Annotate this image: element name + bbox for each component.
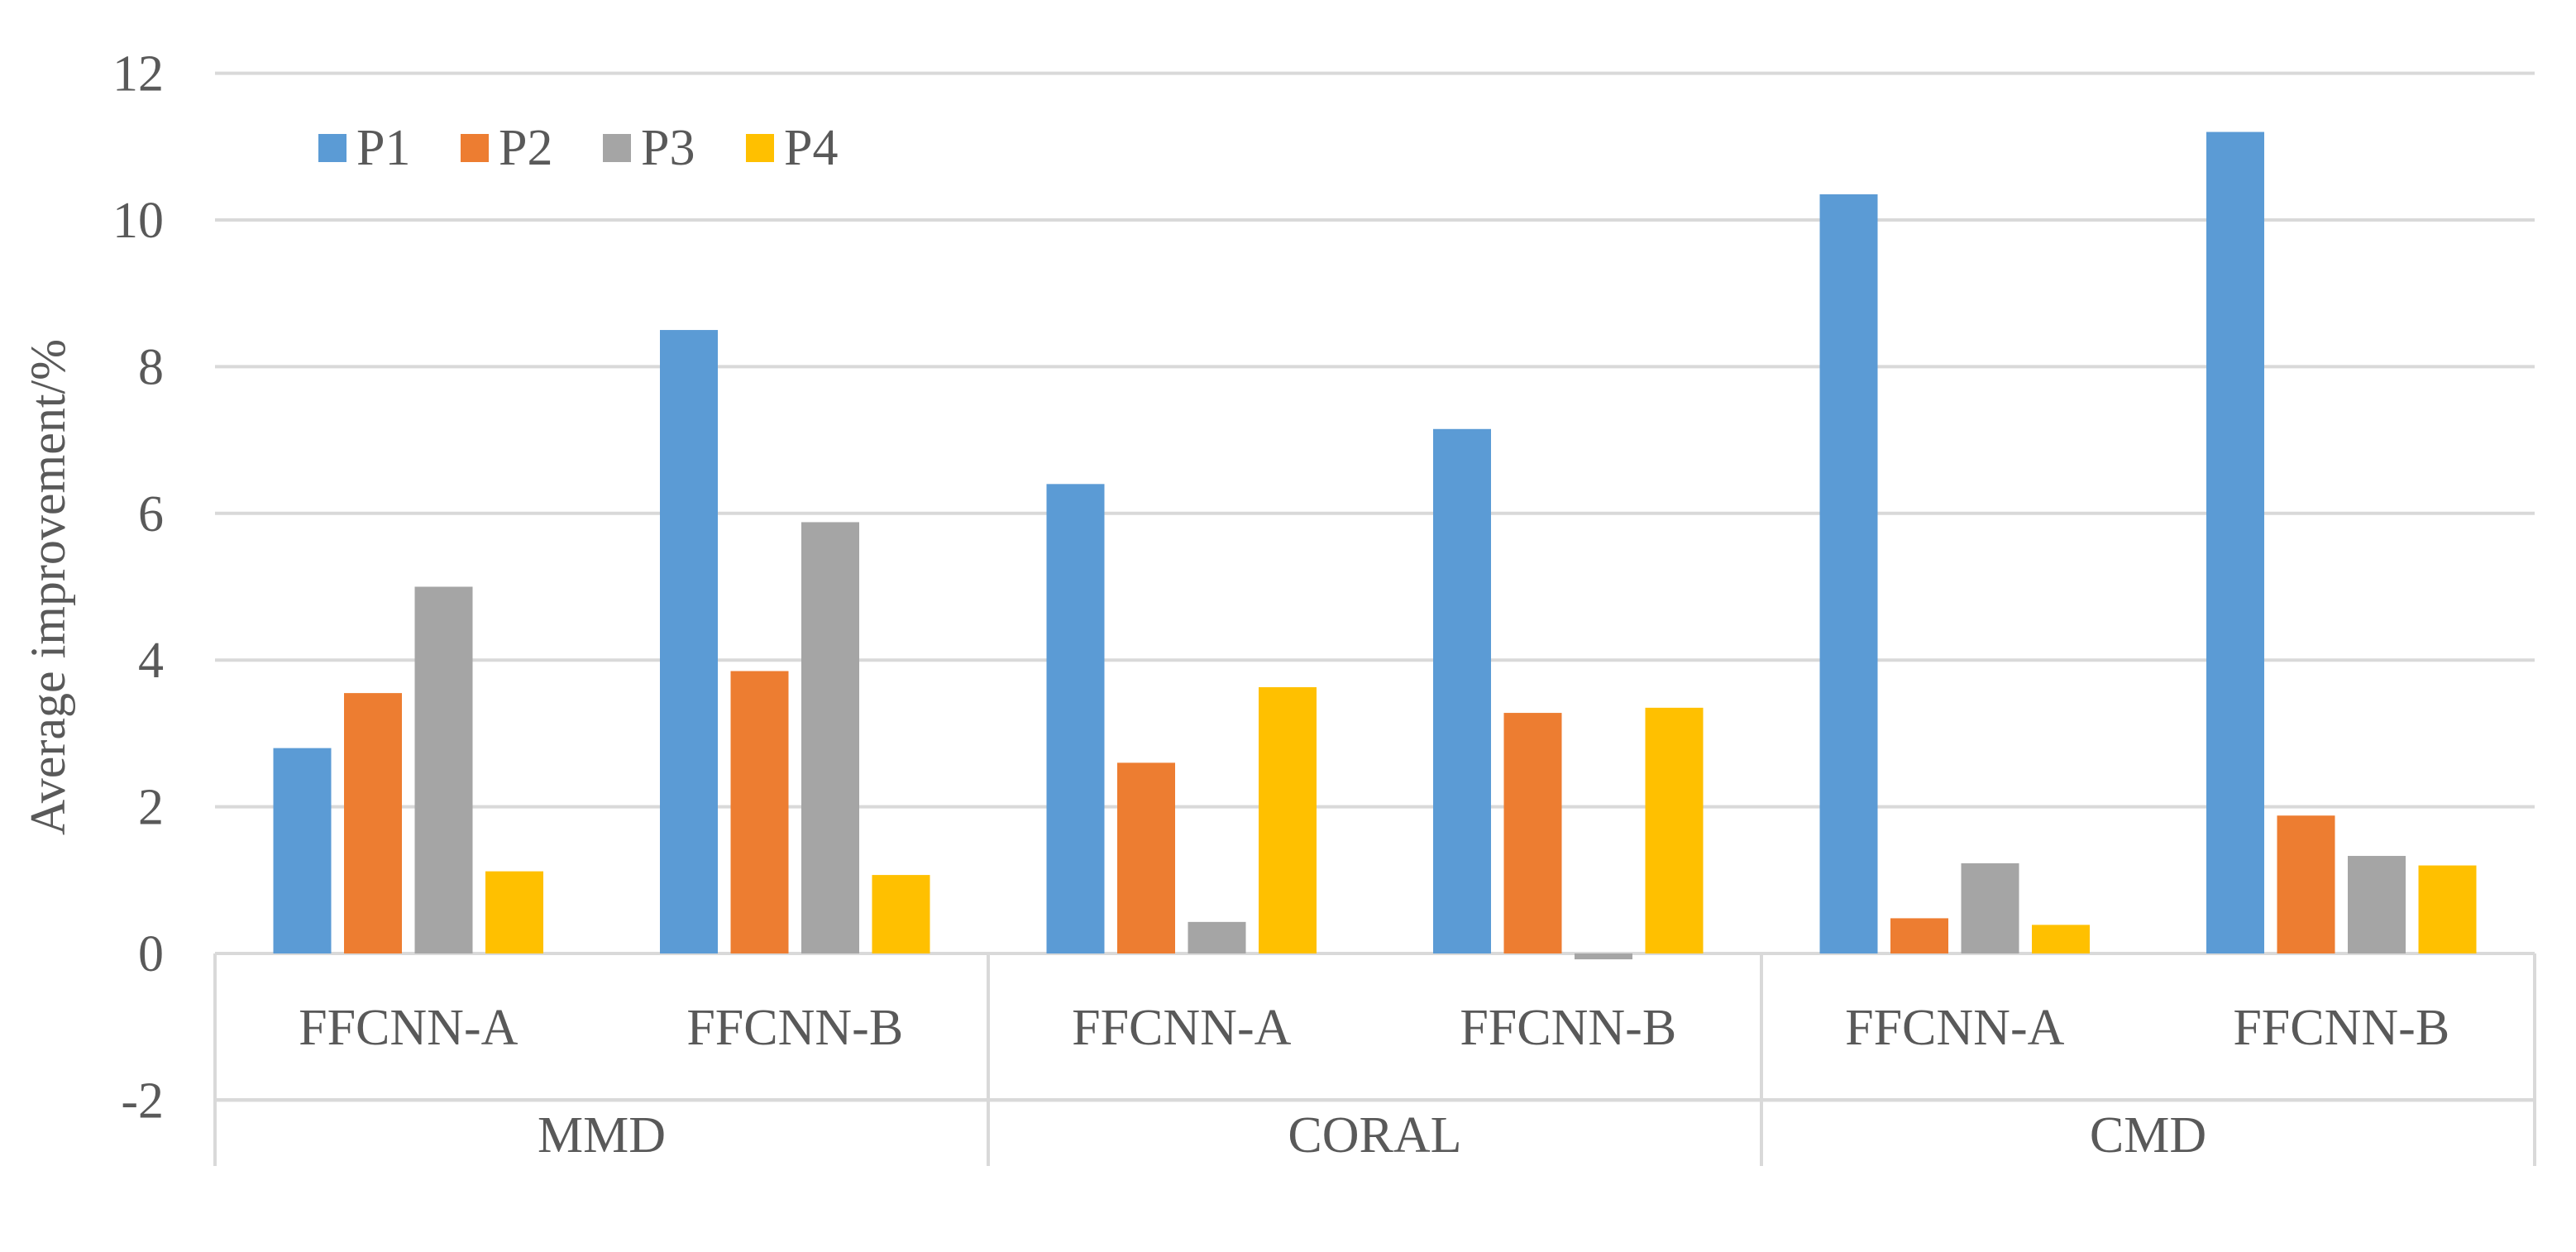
bar-p3 [1961,863,2019,953]
bar-p3 [414,586,473,953]
x-tick-label: FFCNN-B [1460,1000,1676,1056]
x-tick-label: FFCNN-A [1845,1000,2065,1056]
x-tick-label: FFCNN-B [2233,1000,2449,1056]
bar-p3 [2348,856,2406,953]
legend-swatch-p3 [603,134,631,162]
bar-p4 [2032,925,2090,953]
y-tick-label: 6 [138,486,164,542]
bar-p4 [872,875,930,953]
y-axis-title: Average improvement/% [21,339,75,835]
legend-label-p4: P4 [784,120,838,176]
legend-swatch-p2 [461,134,489,162]
bar-p1 [660,330,718,953]
gridlines [215,71,2535,1102]
bar-p4 [2418,865,2477,953]
x-group-label: CORAL [1288,1107,1461,1164]
bar-p2 [1503,713,1562,953]
bar-p2 [344,693,402,953]
bar-p1 [1433,428,1491,953]
bar-p2 [2277,815,2335,953]
bar-p4 [485,871,543,953]
legend-label-p1: P1 [356,120,410,176]
bar-p1 [273,748,332,953]
y-tick-label: 4 [138,633,164,689]
y-tick-label: 0 [138,926,164,982]
bar-p1 [1819,194,1878,953]
bar-p3 [801,522,859,953]
legend-label-p2: P2 [499,120,552,176]
bar-p4 [1259,687,1317,953]
legend: P1 P2 P3 P4 [318,120,838,176]
y-tick-label: 12 [112,46,164,103]
bar-p1 [2206,131,2264,953]
bar-p3 [1575,953,1632,960]
bar-p4 [1645,707,1704,953]
axes: -2 0 2 4 6 8 10 12 FFCNN-A FFCNN-B FFCNN-A FFCNN-B F… [112,46,2536,1166]
bars [273,131,2477,960]
bar-p3 [1188,921,1246,953]
y-tick-label: 10 [112,193,164,249]
x-tick-label: FFCNN-B [686,1000,903,1056]
legend-swatch-p1 [318,134,346,162]
x-group-label: MMD [538,1107,666,1164]
bar-p2 [1117,762,1175,953]
bar-p2 [730,671,789,953]
y-tick-label: 2 [138,780,164,836]
legend-swatch-p4 [746,134,774,162]
x-tick-label: FFCNN-A [299,1000,519,1056]
bar-p2 [1890,918,1948,953]
x-group-label: CMD [2090,1107,2206,1164]
legend-label-p3: P3 [641,120,695,176]
bar-p1 [1046,484,1105,953]
x-tick-label: FFCNN-A [1072,1000,1292,1056]
y-tick-label: -2 [121,1073,164,1129]
y-tick-label: 8 [138,339,164,395]
